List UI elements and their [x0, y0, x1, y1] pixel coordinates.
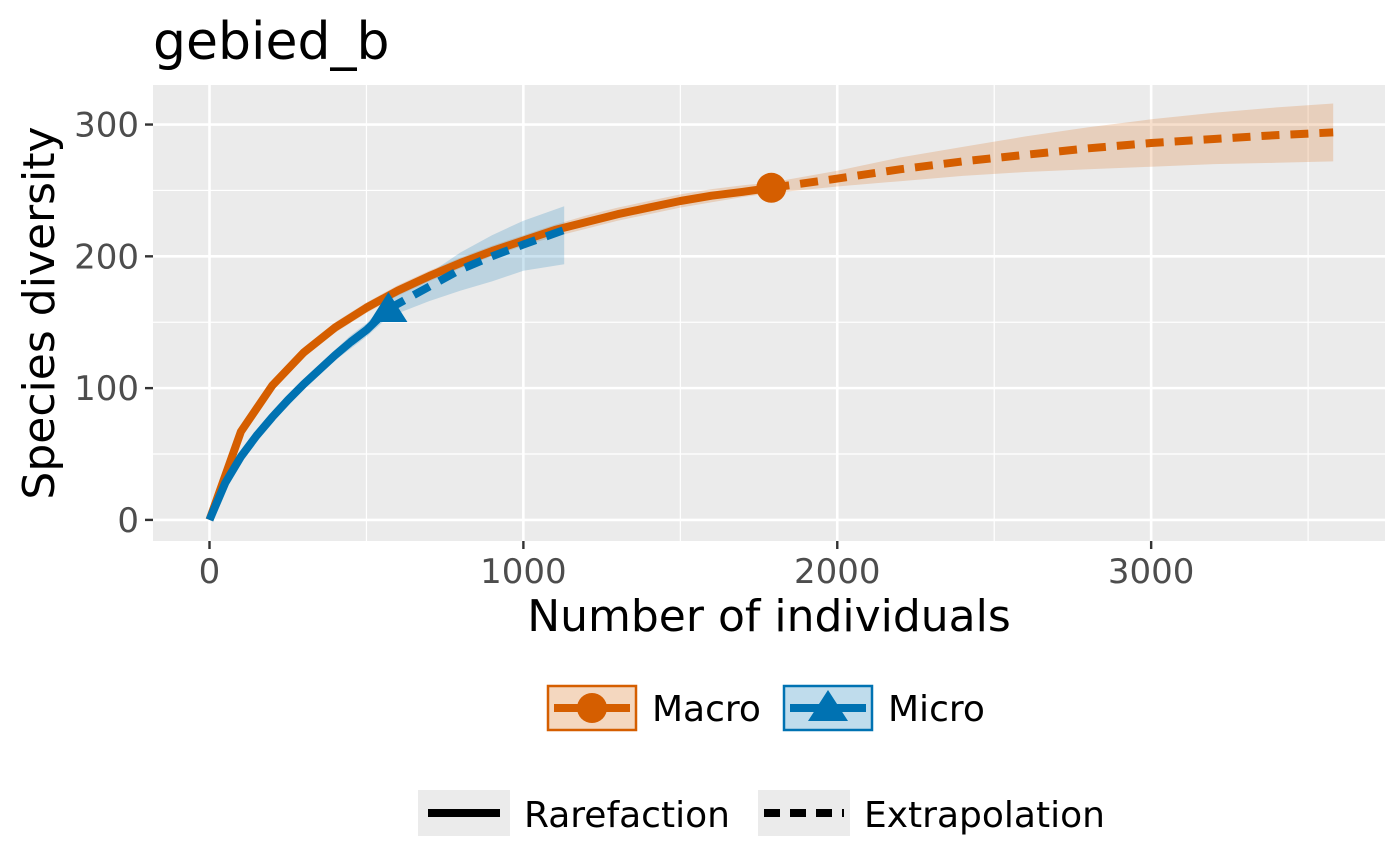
x-tick-label: 3000 — [1108, 552, 1195, 592]
legend-label-micro: Micro — [888, 689, 985, 730]
legend-series: Macro Micro — [546, 684, 985, 732]
y-tick-label: 100 — [74, 369, 139, 409]
y-axis-title: Species diversity — [14, 126, 65, 499]
x-tick-labels: 0 1000 2000 3000 — [199, 552, 1195, 592]
chart-title: gebied_b — [153, 12, 389, 72]
legend-marker-micro — [808, 690, 848, 721]
legend-item-micro: Micro — [782, 684, 985, 732]
legend-label-extrapolation: Extrapolation — [864, 795, 1105, 836]
y-tick-label: 0 — [117, 501, 139, 541]
marker-macro-observed — [756, 172, 787, 203]
line-macro-extrapolation — [770, 128, 1334, 192]
line-macro-rarefaction — [205, 183, 772, 522]
marker-micro-observed — [369, 292, 408, 323]
y-tick-labels: 0 100 200 300 — [74, 106, 139, 541]
legend-linetype: Rarefaction Extrapolation — [418, 790, 1105, 836]
observed-markers — [369, 172, 787, 323]
axis-ticks — [145, 123, 1153, 549]
x-tick-label: 1000 — [480, 552, 567, 592]
legend-item-macro: Macro — [546, 684, 761, 732]
x-axis-title: Number of individuals — [527, 591, 1011, 642]
x-tick-label: 2000 — [794, 552, 881, 592]
ribbon-macro-extrapolation — [771, 103, 1334, 194]
x-tick-label: 0 — [199, 552, 221, 592]
grid-minor — [153, 85, 1385, 541]
legend-label-macro: Macro — [652, 689, 761, 730]
legend-item-extrapolation: Extrapolation — [758, 790, 1105, 836]
line-micro-rarefaction — [205, 306, 392, 522]
legend-label-rarefaction: Rarefaction — [524, 795, 730, 836]
series-lines — [205, 128, 1334, 522]
grid-major — [153, 85, 1385, 541]
legend-item-rarefaction: Rarefaction — [418, 790, 730, 836]
legend-marker-macro — [577, 693, 607, 723]
y-tick-label: 300 — [74, 106, 139, 146]
y-tick-label: 200 — [74, 237, 139, 277]
line-micro-extrapolation — [386, 226, 566, 313]
